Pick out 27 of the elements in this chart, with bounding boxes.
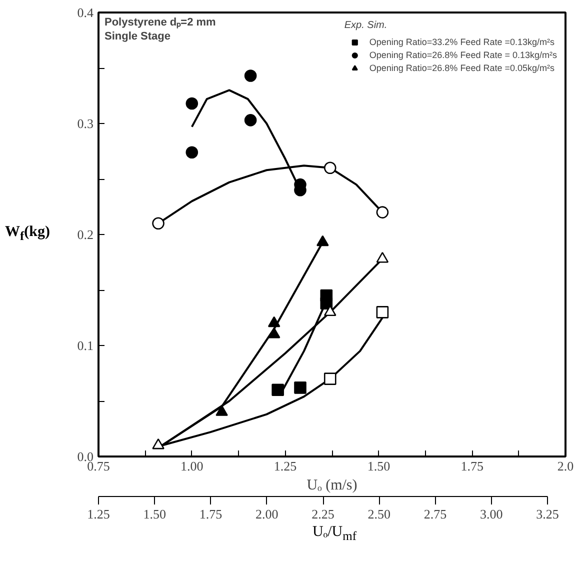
- legend-label: Opening Ratio=33.2% Feed Rate =0.13kg/m²s: [369, 36, 554, 48]
- x-tick-label: 1.50: [367, 458, 390, 474]
- x2-axis-title: Uₒ/U$_{mf}$: [312, 523, 357, 545]
- y-axis-title: W$_{f}$(kg): [5, 223, 50, 245]
- x2-tick-label: 2.00: [256, 506, 278, 522]
- x2-tick-label: 1.75: [199, 506, 222, 522]
- legend-label: Opening Ratio=26.8% Feed Rate =0.05kg/m²s: [369, 62, 554, 74]
- legend-title: Exp. Sim.: [344, 20, 388, 31]
- x2-tick-label: 1.25: [87, 506, 110, 522]
- x2-tick-label: 2.75: [424, 506, 447, 522]
- x2-tick-label: 1.50: [143, 506, 166, 522]
- y-tick-label: 0.2: [77, 227, 94, 242]
- x2-tick-label: 2.50: [368, 506, 391, 522]
- x2-tick-label: 3.25: [536, 506, 559, 522]
- x-tick-label: 2.0: [557, 458, 574, 474]
- y-tick-label: 0.1: [77, 338, 94, 353]
- y-tick-label: 0.4: [77, 5, 94, 20]
- x-axis-title: Uₒ (m/s): [306, 478, 358, 494]
- x-tick-label: 1.25: [274, 458, 297, 474]
- x-tick-label: 1.75: [460, 458, 484, 474]
- x2-tick-label: 2.25: [312, 506, 334, 522]
- x-tick-label: 1.00: [180, 458, 204, 474]
- x2-tick-label: 3.00: [480, 506, 503, 522]
- y-tick-label: 0.3: [77, 116, 94, 131]
- annotation: Polystyrene dₚ=2 mm: [104, 16, 216, 28]
- annotation: Single Stage: [104, 30, 171, 42]
- legend-label: Opening Ratio=26.8% Feed Rate = 0.13kg/m²s: [369, 49, 557, 61]
